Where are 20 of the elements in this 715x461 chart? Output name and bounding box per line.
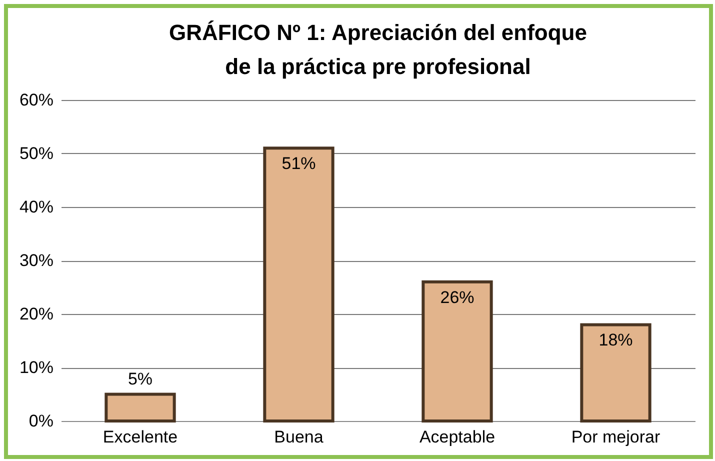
y-tick-label: 50% [19, 144, 54, 163]
y-tick-label: 10% [19, 358, 54, 377]
bar [104, 392, 176, 422]
data-label: 26% [440, 288, 474, 307]
x-tick-label: Por mejorar [571, 428, 660, 446]
x-tick-label: Aceptable [419, 428, 496, 446]
y-tick-label: 0% [28, 412, 54, 430]
chart-title: GRÁFICO Nº 1: Apreciación del enfoque de la práctica pre profesional [169, 20, 587, 79]
data-label: 18% [598, 330, 633, 350]
bar [263, 146, 334, 422]
data-label: 51% [282, 154, 316, 174]
data-label: 5% [128, 369, 153, 388]
bar [422, 280, 493, 422]
bar [580, 323, 652, 422]
y-tick-label: 30% [19, 251, 54, 270]
x-tick-label: Excelente [102, 428, 178, 446]
x-tick-label: Buena [274, 428, 324, 446]
y-tick-label: 60% [19, 90, 54, 110]
y-tick-label: 40% [19, 198, 54, 216]
y-tick-label: 20% [19, 304, 54, 324]
